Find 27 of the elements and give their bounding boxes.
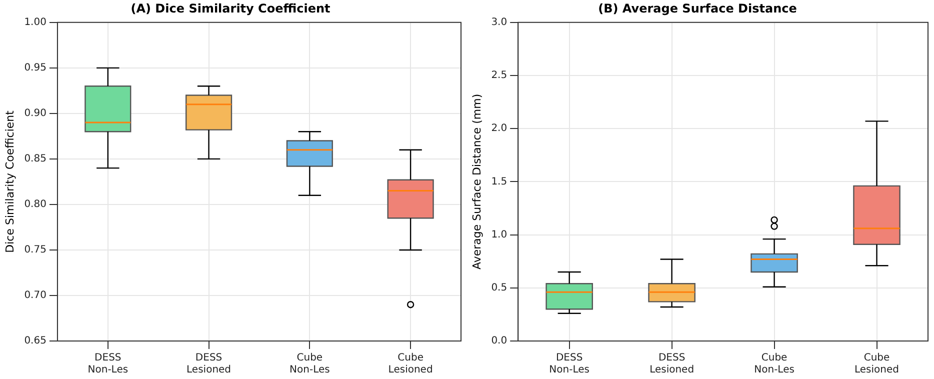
chart-title: (A) Dice Similarity Coefficient bbox=[130, 1, 331, 16]
y-tick-label: 0.90 bbox=[24, 108, 46, 120]
y-tick-label: 2.5 bbox=[491, 70, 508, 82]
y-tick-label: 1.00 bbox=[24, 16, 46, 28]
y-tick-label: 0.5 bbox=[491, 282, 508, 294]
y-tick-label: 2.0 bbox=[491, 123, 508, 134]
y-tick-label: 3.0 bbox=[491, 16, 508, 28]
x-tick-label: Cube Non-Les bbox=[754, 352, 794, 376]
x-tick-label: DESS Non-Les bbox=[88, 352, 128, 376]
y-tick-label: 0.75 bbox=[24, 244, 46, 256]
y-tick-label: 0.85 bbox=[24, 154, 46, 165]
y-tick-label: 0.80 bbox=[24, 199, 46, 210]
y-tick-label: 0.65 bbox=[24, 336, 46, 347]
x-tick-label: DESS Non-Les bbox=[549, 352, 590, 376]
x-tick-label: Cube Non-Les bbox=[290, 352, 330, 376]
y-tick-label: 1.5 bbox=[491, 176, 508, 188]
x-tick-label: Cube Lesioned bbox=[388, 352, 433, 376]
x-tick-label: Cube Lesioned bbox=[854, 352, 900, 376]
y-tick-label: 0.95 bbox=[24, 62, 46, 74]
x-tick-label: DESS Lesioned bbox=[650, 352, 694, 376]
chart-title: (B) Average Surface Distance bbox=[598, 1, 797, 16]
y-tick-label: 0.70 bbox=[24, 290, 46, 302]
y-axis-title: Dice Similarity Coefficient bbox=[3, 110, 16, 253]
y-tick-label: 0.0 bbox=[491, 336, 508, 347]
y-axis-title: Average Surface Distance (mm) bbox=[470, 94, 484, 270]
x-tick-label: DESS Lesioned bbox=[186, 352, 232, 376]
y-tick-label: 1.0 bbox=[491, 229, 508, 240]
